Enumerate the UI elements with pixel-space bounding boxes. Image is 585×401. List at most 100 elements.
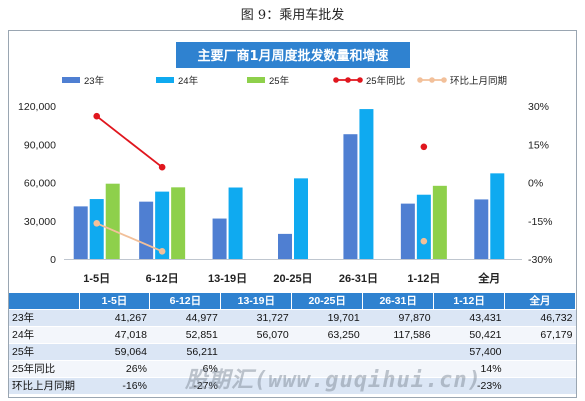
table-cell: 50,421 xyxy=(433,326,505,344)
bar-24年 xyxy=(228,187,243,259)
x-axis: 1-5日 6-12日 13-19日 20-25日 26-31日 1-12日 全月 xyxy=(64,259,522,285)
table-cell: 67,179 xyxy=(504,326,576,344)
right-axis-tick-label: -15% xyxy=(528,216,553,228)
table-cell: 97,870 xyxy=(362,309,434,327)
legend-swatch-point xyxy=(357,77,363,83)
table-cell xyxy=(362,360,434,378)
table-cell: -23% xyxy=(433,377,505,395)
chart-title: 主要厂商1月周度批发数量和增速 xyxy=(197,48,388,64)
bar-23年 xyxy=(139,201,154,259)
right-axis-tick-label: 0% xyxy=(528,178,543,190)
right-axis: -30% -15% 0% 15% 30% xyxy=(528,101,553,266)
bar-24年 xyxy=(490,173,505,259)
table-cell xyxy=(362,377,434,395)
table-header-cell: 6-12日 xyxy=(149,293,222,310)
bar-23年 xyxy=(212,218,227,259)
x-axis-tick-label: 1-12日 xyxy=(407,272,440,285)
x-axis-tick-label: 20-25日 xyxy=(273,272,312,285)
table-header-cell: 全月 xyxy=(504,293,576,310)
table-cell: 63,250 xyxy=(291,326,363,344)
table-cell: -16% xyxy=(79,377,150,395)
table-cell xyxy=(291,360,363,378)
table-cell xyxy=(220,360,292,378)
legend-swatch xyxy=(247,77,265,83)
table-cell: 26% xyxy=(79,360,150,378)
chart-title-bar xyxy=(176,42,410,68)
table-cell: 57,400 xyxy=(433,343,505,361)
table-cell: 52,851 xyxy=(149,326,221,344)
legend-label: 24年 xyxy=(178,75,199,87)
left-axis-tick-label: 90,000 xyxy=(24,139,56,151)
line-series xyxy=(93,112,428,255)
point-25年同比 xyxy=(93,112,101,120)
legend-label: 25年 xyxy=(269,75,290,87)
table-cell: 31,727 xyxy=(220,309,292,327)
table-cell xyxy=(220,343,292,361)
legend-label: 25年同比 xyxy=(366,75,405,87)
bar-25年 xyxy=(105,183,120,259)
legend-swatch-point xyxy=(429,77,435,83)
table-cell: 56,070 xyxy=(220,326,292,344)
point-25年同比 xyxy=(158,163,166,171)
table-row: 25年同比 26% 6% 14% xyxy=(9,360,576,378)
table-cell: 59,064 xyxy=(79,343,150,361)
point-环比上月同期 xyxy=(420,237,428,245)
table-cell: 19,701 xyxy=(291,309,363,327)
right-axis-tick-label: -30% xyxy=(528,254,553,266)
bar-24年 xyxy=(89,199,104,259)
table-cell: 56,211 xyxy=(149,343,221,361)
legend-swatch-point xyxy=(417,77,423,83)
table-row-label: 25年 xyxy=(9,343,79,361)
table-row: 24年 47,018 52,851 56,070 63,250 117,586 50,421… xyxy=(9,326,576,344)
chart-legend: 23年 24年 25年 25年同比 环比上月同期 xyxy=(62,75,507,87)
table-cell xyxy=(291,377,363,395)
table-row-label: 23年 xyxy=(9,309,79,327)
table-cell: 43,431 xyxy=(433,309,505,327)
x-axis-tick-label: 13-19日 xyxy=(208,272,247,285)
table-cell: 6% xyxy=(149,360,221,378)
point-25年同比 xyxy=(420,143,428,151)
legend-label: 环比上月同期 xyxy=(450,75,507,87)
x-axis-tick-label: 全月 xyxy=(477,271,500,285)
line-segment-25年同比 xyxy=(96,115,163,168)
legend-label: 23年 xyxy=(84,75,105,87)
table-cell: 44,977 xyxy=(149,309,221,327)
left-axis-tick-label: 120,000 xyxy=(18,101,56,113)
table-cell xyxy=(504,343,576,361)
table-header-cell: 26-31日 xyxy=(362,293,435,310)
right-axis-tick-label: 15% xyxy=(528,139,549,151)
bar-23年 xyxy=(278,233,292,259)
bar-series xyxy=(73,109,505,259)
table-cell xyxy=(291,343,363,361)
bar-24年 xyxy=(155,191,170,259)
bar-25年 xyxy=(171,187,186,259)
legend-swatch xyxy=(62,77,80,83)
table-cell xyxy=(504,377,576,395)
left-axis: 0 30,000 60,000 90,000 120,000 xyxy=(18,101,56,266)
table-header-row: 1-5日 6-12日 13-19日 20-25日 26-31日 1-12日 全月 xyxy=(9,293,576,310)
table-cell xyxy=(220,377,292,395)
bar-23年 xyxy=(474,199,489,259)
x-axis-tick-label: 26-31日 xyxy=(339,272,378,285)
table-header-cell: 1-5日 xyxy=(79,293,151,310)
legend-swatch-point xyxy=(345,77,351,83)
table-header-cell xyxy=(9,293,80,310)
right-axis-tick-label: 30% xyxy=(528,101,549,113)
table-header-cell: 20-25日 xyxy=(291,293,364,310)
x-axis-tick-label: 1-5日 xyxy=(83,272,110,285)
line-segment-环比上月同期 xyxy=(96,222,163,253)
legend-swatch-point xyxy=(441,77,447,83)
table-row-label: 24年 xyxy=(9,326,79,344)
table-row-label: 25年同比 xyxy=(9,360,79,378)
table-header-cell: 1-12日 xyxy=(433,293,506,310)
table-row: 环比上月同期 -16% -27% -23% xyxy=(9,377,576,395)
legend-swatch xyxy=(156,77,174,83)
bar-23年 xyxy=(73,206,88,259)
table-header-cell: 13-19日 xyxy=(220,293,293,310)
point-环比上月同期 xyxy=(93,220,101,227)
table-cell: 41,267 xyxy=(79,309,150,327)
bar-24年 xyxy=(294,178,308,259)
legend-swatch-point xyxy=(333,77,339,83)
table-row-label: 环比上月同期 xyxy=(9,377,79,395)
